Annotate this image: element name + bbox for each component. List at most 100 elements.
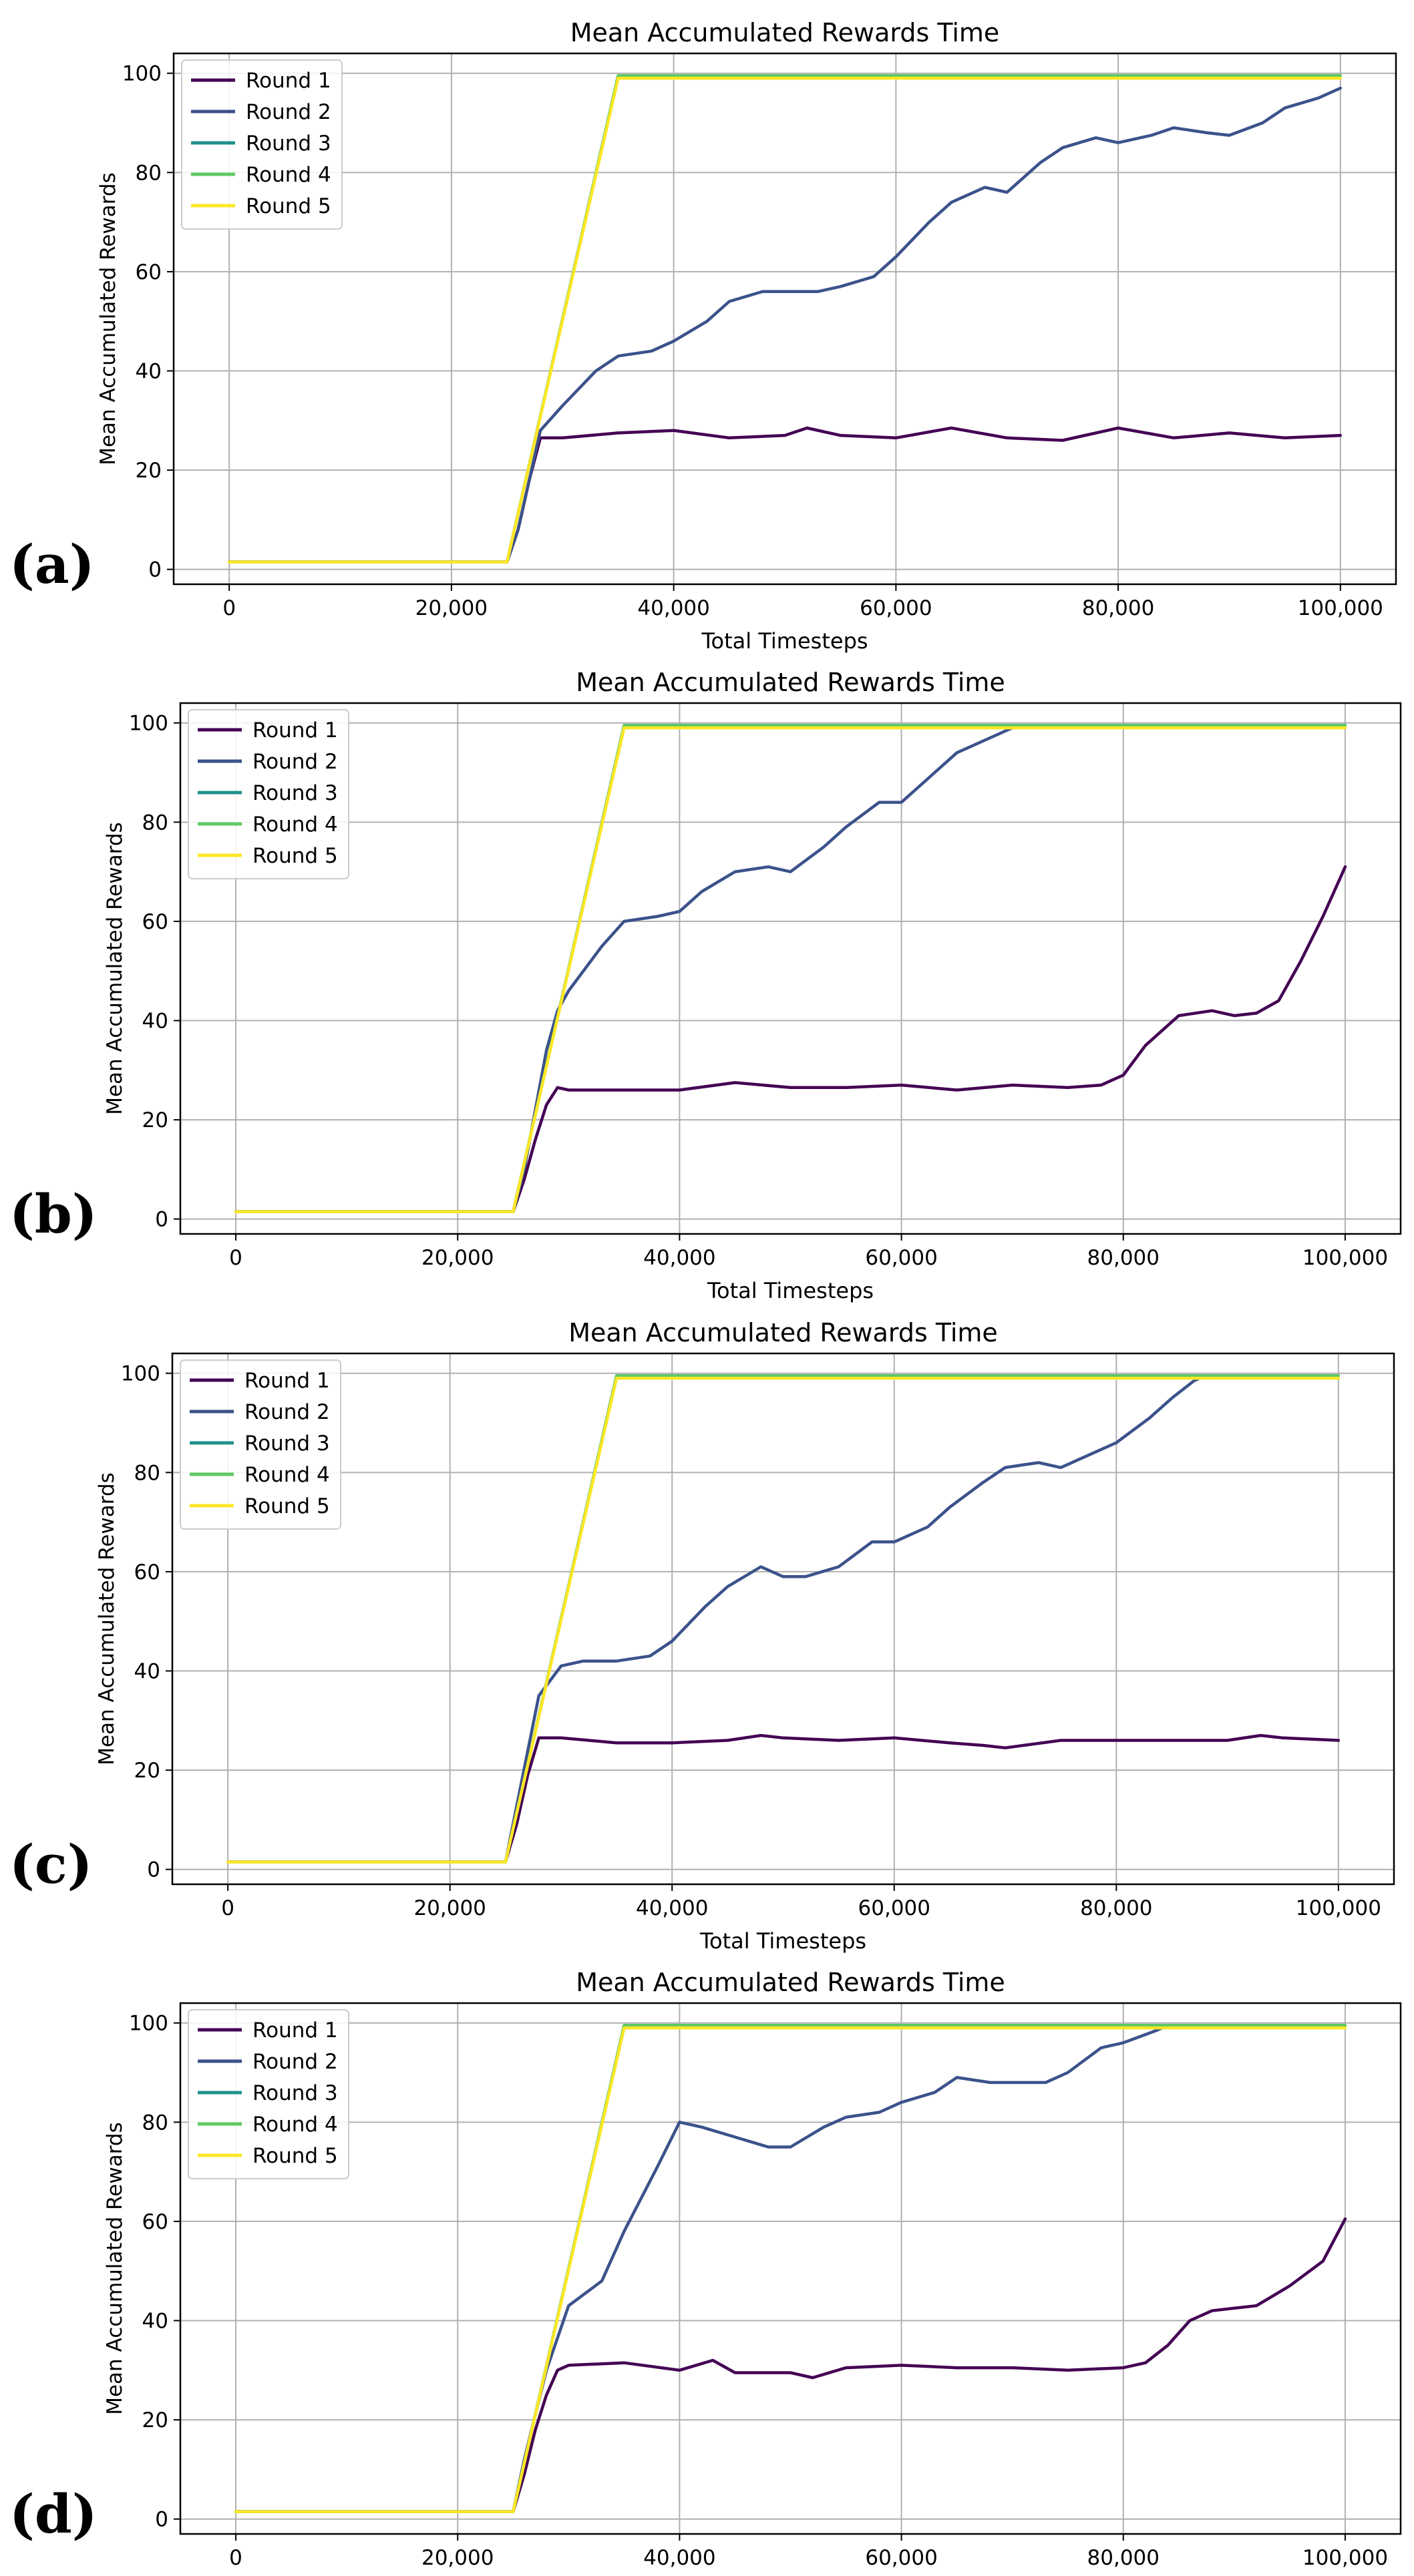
panel-label: (b) xyxy=(9,1183,98,1245)
legend-label-round-4: Round 4 xyxy=(252,813,338,837)
series-line-round-3 xyxy=(227,74,1343,564)
y-tick-label: 40 xyxy=(142,1010,168,1034)
series-line-round-1 xyxy=(227,426,1343,564)
legend-label-round-5: Round 5 xyxy=(252,844,338,868)
series-line-round-1 xyxy=(226,1733,1341,1864)
y-tick-label: 20 xyxy=(134,1759,160,1783)
series-line-round-5 xyxy=(227,76,1343,564)
y-tick-label: 60 xyxy=(142,2210,168,2234)
series-line-round-2 xyxy=(227,86,1343,564)
series-line-round-2 xyxy=(226,1374,1341,1864)
x-tick-label: 0 xyxy=(222,596,236,620)
x-tick-label: 40,000 xyxy=(643,2546,715,2570)
legend-label-round-4: Round 4 xyxy=(246,163,331,187)
legend-label-round-4: Round 4 xyxy=(244,1463,330,1487)
y-axis-label: Mean Accumulated Rewards xyxy=(95,1472,119,1765)
x-tick-label: 20,000 xyxy=(421,2546,494,2570)
legend-label-round-4: Round 4 xyxy=(252,2113,338,2137)
chart-panel-1: 0 20,000 40,000 60,000 80,000 100,000 0 20 40 60 8… xyxy=(9,18,1397,654)
y-axis-label: Mean Accumulated Rewards xyxy=(103,822,127,1115)
y-tick-label: 20 xyxy=(136,459,162,483)
series-line-round-5 xyxy=(234,726,1347,1213)
legend-box xyxy=(188,2009,349,2179)
x-tick-label: 80,000 xyxy=(1082,596,1154,620)
series-line-round-2 xyxy=(234,2024,1347,2513)
y-tick-label: 0 xyxy=(147,1858,160,1882)
y-tick-label: 100 xyxy=(129,712,168,736)
x-tick-label: 80,000 xyxy=(1080,1896,1152,1920)
chart-panel-4: 0 20,000 40,000 60,000 80,000 100,000 0 20 40 60 8… xyxy=(9,1968,1402,2570)
y-tick-label: 80 xyxy=(142,2111,168,2135)
axes-frame xyxy=(172,52,1397,586)
y-tick-label: 40 xyxy=(136,360,162,384)
legend-label-round-1: Round 1 xyxy=(252,718,338,742)
legend-box xyxy=(180,1359,341,1530)
x-tick-label: 20,000 xyxy=(421,1246,494,1270)
y-tick-label: 100 xyxy=(122,62,162,86)
y-tick-label: 80 xyxy=(142,811,168,835)
series-line-round-3 xyxy=(234,2024,1347,2513)
x-tick-label: 100,000 xyxy=(1302,1246,1388,1270)
y-tick-label: 40 xyxy=(142,2310,168,2334)
x-tick-label: 0 xyxy=(221,1896,234,1920)
panel-label: (c) xyxy=(9,1833,92,1896)
series-line-round-1 xyxy=(234,865,1347,1213)
axes-frame xyxy=(171,1352,1395,1886)
y-tick-label: 20 xyxy=(142,2408,168,2432)
series-line-round-1 xyxy=(234,2217,1347,2513)
chart-title: Mean Accumulated Rewards Time xyxy=(568,1318,998,1347)
chart-title: Mean Accumulated Rewards Time xyxy=(570,18,1000,47)
legend-label-round-1: Round 1 xyxy=(244,1369,330,1393)
y-tick-label: 60 xyxy=(136,260,162,284)
y-tick-label: 100 xyxy=(121,1362,160,1386)
legend-label-round-5: Round 5 xyxy=(244,1494,330,1518)
legend-label-round-5: Round 5 xyxy=(252,2144,338,2168)
y-tick-label: 80 xyxy=(134,1461,160,1485)
chart-panel-3: 0 20,000 40,000 60,000 80,000 100,000 0 20 40 60 8… xyxy=(9,1318,1395,1954)
legend-label-round-3: Round 3 xyxy=(252,2081,338,2105)
panel-label: (d) xyxy=(9,2483,98,2545)
y-tick-label: 80 xyxy=(136,161,162,185)
y-tick-label: 60 xyxy=(134,1560,160,1584)
series-line-round-5 xyxy=(234,2026,1347,2513)
x-tick-label: 20,000 xyxy=(413,1896,486,1920)
x-tick-label: 100,000 xyxy=(1298,596,1383,620)
series-line-round-4 xyxy=(234,2024,1347,2513)
legend-label-round-3: Round 3 xyxy=(246,132,331,156)
legend-label-round-1: Round 1 xyxy=(246,69,331,93)
y-tick-label: 0 xyxy=(155,1208,168,1232)
x-tick-label: 80,000 xyxy=(1087,2546,1160,2570)
legend-label-round-2: Round 2 xyxy=(244,1400,330,1424)
legend-label-round-1: Round 1 xyxy=(252,2018,338,2043)
x-tick-label: 40,000 xyxy=(643,1246,715,1270)
x-tick-label: 100,000 xyxy=(1296,1896,1381,1920)
y-axis-label: Mean Accumulated Rewards xyxy=(96,172,120,465)
series-line-round-4 xyxy=(227,74,1343,564)
legend-label-round-5: Round 5 xyxy=(246,194,331,218)
x-axis-label: Total Timesteps xyxy=(701,628,868,654)
x-axis-label: Total Timesteps xyxy=(707,1278,874,1303)
legend-label-round-2: Round 2 xyxy=(252,750,338,774)
y-tick-label: 40 xyxy=(134,1660,160,1684)
x-tick-label: 80,000 xyxy=(1087,1246,1160,1270)
x-tick-label: 40,000 xyxy=(637,596,709,620)
x-tick-label: 60,000 xyxy=(860,596,932,620)
series-line-round-2 xyxy=(234,724,1347,1213)
y-tick-label: 0 xyxy=(155,2508,168,2532)
chart-title: Mean Accumulated Rewards Time xyxy=(576,668,1005,697)
legend-label-round-3: Round 3 xyxy=(252,781,338,805)
legend-box xyxy=(181,59,343,230)
y-tick-label: 20 xyxy=(142,1108,168,1132)
x-tick-label: 0 xyxy=(229,1246,242,1270)
x-axis-label: Total Timesteps xyxy=(699,1928,866,1954)
series-line-round-4 xyxy=(234,724,1347,1213)
axes-frame xyxy=(179,2002,1402,2535)
y-tick-label: 60 xyxy=(142,910,168,934)
y-tick-label: 100 xyxy=(129,2012,168,2036)
series-line-round-4 xyxy=(226,1374,1341,1864)
x-tick-label: 20,000 xyxy=(415,596,488,620)
x-tick-label: 60,000 xyxy=(865,2546,937,2570)
chart-title: Mean Accumulated Rewards Time xyxy=(576,1968,1005,1997)
series-line-round-3 xyxy=(234,724,1347,1213)
